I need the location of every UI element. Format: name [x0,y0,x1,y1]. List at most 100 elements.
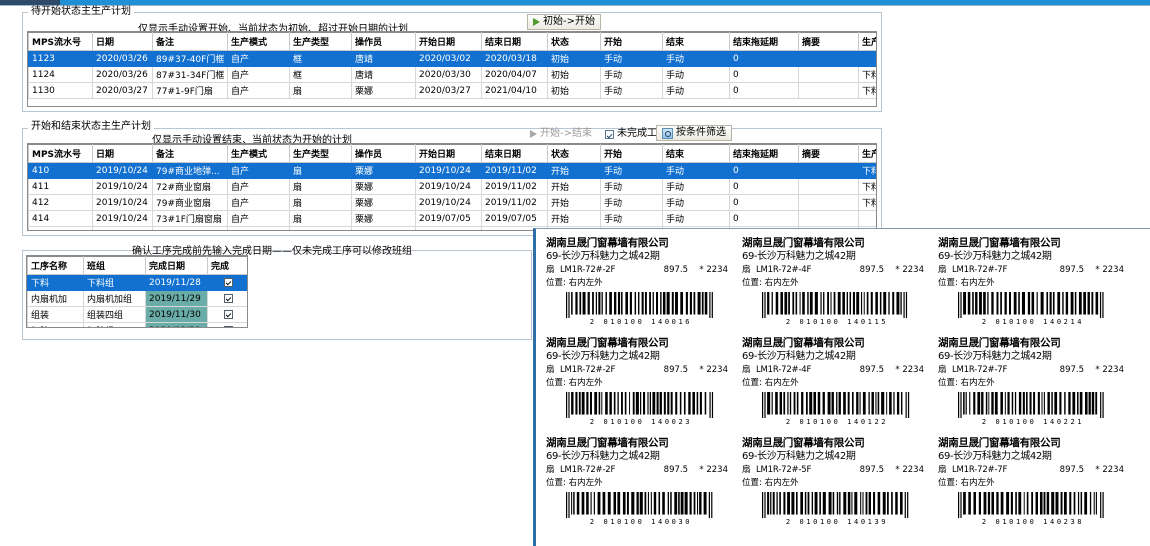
column-header-10[interactable]: 结束 [662,32,730,51]
cell-日期[interactable]: 2019/10/24 [92,194,153,211]
column-header-3[interactable]: 生产模式 [227,144,290,163]
cell-日期[interactable]: 2020/03/26 [92,66,153,83]
cell-结束[interactable]: 手动 [662,194,730,211]
label-card[interactable]: 湖南旦晟门窗幕墙有限公司 69-长沙万科魅力之城42期 扇 LM1R-72#-4… [736,331,932,431]
cell-team[interactable]: 下料组 [83,274,146,291]
cell-生产班组[interactable]: 下料组 [858,162,876,179]
column-header-2[interactable]: 备注 [152,144,228,163]
label-card[interactable]: 湖南旦晟门窗幕墙有限公司 69-长沙万科魅力之城42期 扇 LM1R-72#-5… [736,431,932,536]
table-row[interactable]: 下料 下料组 2019/11/28 [27,274,247,291]
cell-备注[interactable]: 79#商业地弹... [152,162,228,179]
cell-开始[interactable]: 手动 [600,82,663,99]
cell-开始[interactable]: 手动 [600,66,663,83]
cell-生产模式[interactable]: 自产 [227,82,290,99]
cell-done[interactable] [207,306,247,323]
checkbox-checked-icon[interactable] [224,309,233,319]
cell-complete-date[interactable]: 2019/11/28 [145,274,208,291]
table-row[interactable]: 1123 2020/03/26 89#37-40F门框 自产框唐靖 2020/03/02… [28,50,876,67]
cell-生产班组[interactable] [858,50,876,67]
cell-操作员[interactable]: 栗娜 [351,178,416,195]
cell-开始日期[interactable]: 2020/03/02 [415,50,482,67]
cell-结束日期[interactable]: 2019/11/02 [481,194,548,211]
column-header-13[interactable]: 生产班组 [858,144,876,163]
cell-摘要[interactable] [798,82,859,99]
cell-结束日期[interactable]: 2020/04/07 [481,66,548,83]
cell-开始日期[interactable]: 2019/10/24 [415,194,482,211]
cell-生产类型[interactable]: 扇 [289,178,352,195]
cell-team[interactable]: 组装四组 [83,306,146,323]
cell-process-name[interactable]: 组装 [27,306,84,323]
label-card[interactable]: 湖南旦晟门窗幕墙有限公司 69-长沙万科魅力之城42期 扇 LM1R-72#-7… [932,431,1132,536]
init-to-start-button[interactable]: 初始->开始 [527,14,601,30]
cell-操作员[interactable]: 栗娜 [351,82,416,99]
column-header-5[interactable]: 操作员 [351,144,416,163]
column-header-9[interactable]: 开始 [600,32,663,51]
cell-生产类型[interactable]: 扇 [289,162,352,179]
column-header-3[interactable]: 生产模式 [227,32,290,51]
cell-生产模式[interactable]: 自产 [227,226,290,230]
column-header-13[interactable]: 生产班组 [858,32,876,51]
cell-操作员[interactable]: 栗娜 [351,210,416,227]
table-row[interactable]: 412 2019/10/24 79#商业窗扇 自产扇栗娜 2019/10/24 2019/… [28,194,876,211]
cell-MPS流水号[interactable]: 414 [28,210,93,227]
cell-结束拖延期[interactable]: 0 [729,194,799,211]
cell-摘要[interactable] [798,66,859,83]
cell-结束[interactable]: 手动 [662,178,730,195]
cell-开始[interactable]: 手动 [600,194,663,211]
column-header-3[interactable]: 完成 [207,256,247,275]
column-header-12[interactable]: 摘要 [798,144,859,163]
cell-摘要[interactable] [798,210,859,227]
cell-状态[interactable]: 初始 [547,66,601,83]
cell-结束[interactable]: 手动 [662,82,730,99]
checkbox-checked-icon[interactable] [224,293,233,303]
column-header-1[interactable]: 日期 [92,32,153,51]
label-card[interactable]: 湖南旦晟门窗幕墙有限公司 69-长沙万科魅力之城42期 扇 LM1R-72#-4… [736,231,932,331]
cell-生产模式[interactable]: 自产 [227,50,290,67]
cell-状态[interactable]: 初始 [547,50,601,67]
column-header-6[interactable]: 开始日期 [415,32,482,51]
cell-摘要[interactable] [798,50,859,67]
cell-结束[interactable]: 手动 [662,162,730,179]
cell-开始[interactable]: 手动 [600,210,663,227]
cell-MPS流水号[interactable]: 410 [28,162,93,179]
column-header-1[interactable]: 班组 [83,256,146,275]
cell-结束拖延期[interactable]: 0 [729,66,799,83]
cell-日期[interactable]: 2020/03/27 [92,82,153,99]
process-completion-grid[interactable]: 工序名称 班组 完成日期 完成 下料 下料组 2019/11/28 内扇机加 内扇机加组 201… [26,255,248,328]
cell-team[interactable]: 打胶组 [83,322,146,327]
cell-生产班组[interactable]: 下料组 [858,194,876,211]
cell-开始[interactable]: 手动 [600,162,663,179]
cell-MPS流水号[interactable]: 1123 [28,50,93,67]
cell-开始日期[interactable]: 2019/11/08 [415,226,482,230]
checkbox-checked-icon[interactable] [224,277,233,287]
column-header-1[interactable]: 日期 [92,144,153,163]
cell-结束拖延期[interactable]: 0 [729,82,799,99]
cell-状态[interactable]: 初始 [547,82,601,99]
started-plans-grid[interactable]: MPS流水号 日期 备注 生产模式 生产类型 操作员 开始日期 结束日期 状态 开始 结束 结束拖延期… [27,143,877,231]
cell-开始日期[interactable]: 2020/03/27 [415,82,482,99]
checkbox-unchecked-icon[interactable] [224,325,233,327]
cell-状态[interactable]: 开始 [547,210,601,227]
cell-结束日期[interactable]: 2020/03/18 [481,50,548,67]
cell-MPS流水号[interactable]: 1130 [28,82,93,99]
cell-操作员[interactable]: 栗娜 [351,162,416,179]
cell-日期[interactable]: 2019/10/24 [92,178,153,195]
cell-结束日期[interactable]: 2021/04/10 [481,82,548,99]
filter-by-condition-button[interactable]: 按条件筛选 [656,125,732,141]
cell-开始日期[interactable]: 2019/10/24 [415,178,482,195]
table-row[interactable]: 1130 2020/03/27 77#1-9F门扇 自产扇栗娜 2020/03/27 20… [28,82,876,99]
cell-生产模式[interactable]: 自产 [227,210,290,227]
table-row[interactable]: 内扇机加 内扇机加组 2019/11/29 [27,290,247,307]
cell-生产班组[interactable] [858,210,876,227]
cell-操作员[interactable]: 栗娜 [351,194,416,211]
cell-MPS流水号[interactable]: 411 [28,178,93,195]
cell-日期[interactable]: 2019/10/24 [92,210,153,227]
cell-结束拖延期[interactable]: 0 [729,210,799,227]
cell-状态[interactable]: 开始 [547,194,601,211]
cell-开始日期[interactable]: 2019/07/05 [415,210,482,227]
cell-生产模式[interactable]: 自产 [227,162,290,179]
cell-结束拖延期[interactable]: 0 [729,178,799,195]
label-preview-panel[interactable]: 湖南旦晟门窗幕墙有限公司 69-长沙万科魅力之城42期 扇 LM1R-72#-2… [533,228,1150,546]
cell-结束日期[interactable]: 2019/07/05 [481,210,548,227]
pending-plans-grid[interactable]: MPS流水号 日期 备注 生产模式 生产类型 操作员 开始日期 结束日期 状态 开始 结束 结束拖延期… [27,31,877,107]
